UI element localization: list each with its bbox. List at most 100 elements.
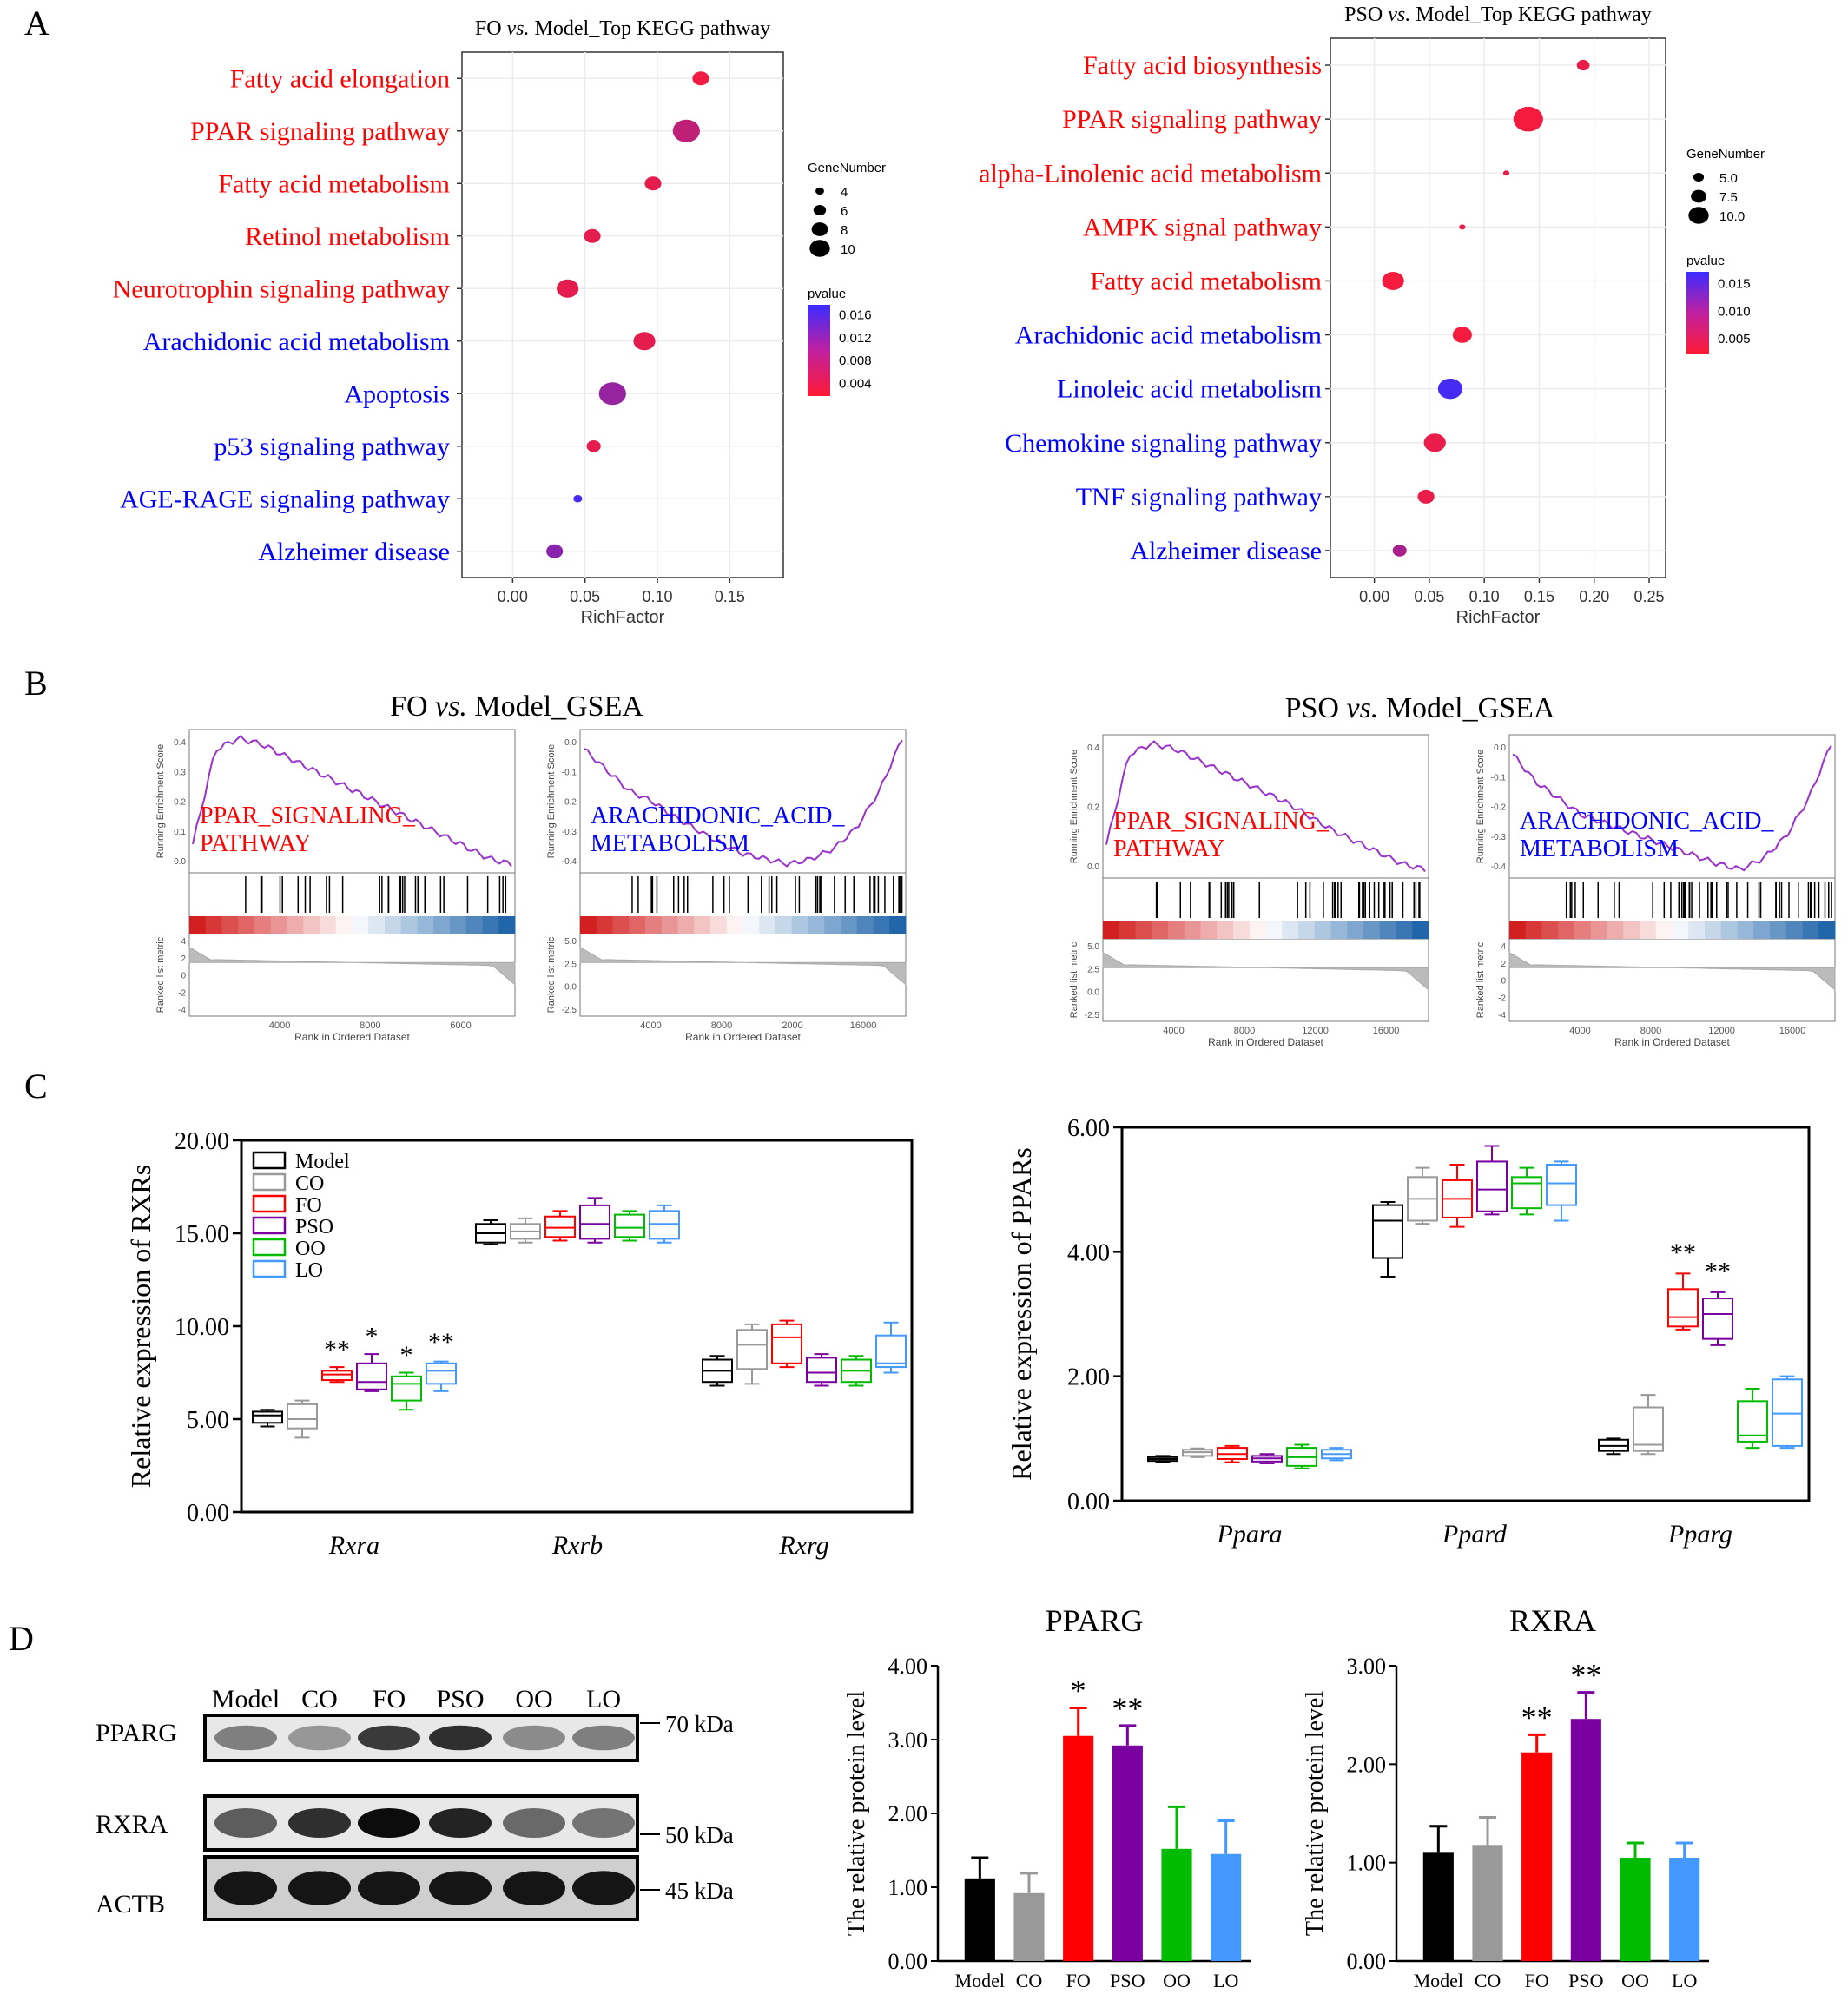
es-plot-area: [1508, 734, 1836, 879]
pathway-label: Linoleic acid metabolism: [1057, 375, 1322, 404]
pathway-dot: [557, 279, 579, 298]
heat-segment: [1217, 921, 1234, 939]
legend-size-dot: [815, 187, 824, 195]
y-tick-label: 2.00: [1067, 1364, 1110, 1391]
category-label: PSO: [1110, 1970, 1145, 1991]
legend-swatch: [252, 1151, 287, 1170]
heat-segment: [759, 916, 776, 934]
pathway-dot: [1576, 59, 1590, 71]
protein-band: [572, 1807, 635, 1839]
pathway-label: Alzheimer disease: [1130, 537, 1322, 565]
gsea-plot-fo-arachidonic: ARACHIDONIC_ACID_METABOLISM Running Enric…: [546, 729, 907, 1043]
bar: [1211, 1853, 1242, 1961]
category-label: PSO: [1568, 1970, 1603, 1991]
heat-segment: [238, 916, 255, 934]
metric-plot-area: [1508, 938, 1836, 1022]
heat-segment: [1590, 921, 1607, 939]
box-body: [1702, 1298, 1733, 1340]
protein-label: RXRA: [96, 1810, 168, 1839]
metric-tick-label: 5.0: [564, 937, 577, 947]
protein-band: [572, 1725, 635, 1751]
es-plot-area: [579, 729, 907, 874]
heat-segment: [1379, 921, 1396, 939]
heat-segment: [482, 916, 499, 934]
gsea-title-pso-part2: vs.: [1346, 692, 1378, 724]
pathway-label: PPAR signaling pathway: [190, 117, 450, 146]
x-axis-label: RichFactor: [1456, 608, 1541, 627]
metric-tick-label: 2: [1501, 960, 1506, 969]
y-tick-label: 3.00: [888, 1727, 928, 1753]
x-tick-label: 0.15: [715, 588, 745, 605]
es-tick-label: -0.2: [1491, 803, 1507, 813]
category-label: Model: [955, 1970, 1005, 1991]
plot-frame: [240, 1139, 914, 1514]
gsea-title-fo: FO vs. Model_GSEA: [390, 690, 644, 723]
x-tick-label: 16000: [1779, 1026, 1806, 1036]
box-body: [1476, 1160, 1508, 1212]
protein-band: [214, 1725, 277, 1751]
category-label: Ppara: [1217, 1520, 1283, 1549]
y-axis-label: The relative protein level: [843, 1691, 870, 1936]
metric-tick-label: 0: [1501, 977, 1506, 987]
legend-pvalue-label: 0.010: [1718, 304, 1751, 319]
heat-segment: [465, 916, 483, 934]
protein-band: [214, 1807, 277, 1839]
category-label: Model: [1414, 1970, 1463, 1991]
heat-segment: [1688, 921, 1706, 939]
pathway-label: Fatty acid biosynthesis: [1083, 51, 1322, 80]
barchart-pparg: PPARG 0.00 1.00 2.00 3.00 4.00 The relative pr…: [843, 1603, 1251, 1991]
panel-letter-c: C: [24, 1067, 48, 1106]
x-tick-label: 4000: [640, 1020, 661, 1031]
heat-segment: [1785, 921, 1803, 939]
es-tick-label: -0.3: [562, 828, 578, 837]
lane-label: CO: [301, 1685, 338, 1714]
x-tick-label: 0.00: [498, 588, 528, 605]
heat-segment: [1103, 921, 1120, 939]
bar: [1620, 1858, 1651, 1961]
protein-band: [214, 1871, 277, 1905]
significance-mark: **: [428, 1328, 454, 1357]
kegg-dotplot-fo: FO vs. Model_Top KEGG pathway 0.00 0.05 0.1…: [113, 17, 886, 627]
y-tick-label: 15.00: [175, 1221, 229, 1248]
pathway-label: Fatty acid metabolism: [1090, 267, 1322, 295]
x-axis-label: Rank in Ordered Dataset: [294, 1031, 410, 1043]
pathway-label: TNF signaling pathway: [1076, 483, 1322, 512]
gsea-pathway-line1: ARACHIDONIC_ACID_: [591, 802, 845, 829]
heat-segment: [1200, 921, 1218, 939]
metric-tick-label: -2: [1498, 994, 1506, 1003]
x-tick-label: 8000: [711, 1020, 732, 1031]
pathway-dot: [1437, 378, 1463, 400]
category-label: OO: [1163, 1970, 1191, 1991]
x-tick-label: 0.05: [570, 588, 600, 605]
metric-axis-label: Ranked list metric: [1475, 941, 1486, 1018]
pathway-dot: [1502, 170, 1510, 176]
chart-title: PPARG: [1046, 1603, 1144, 1638]
heat-segment: [450, 916, 467, 934]
protein-band: [288, 1807, 351, 1839]
pathway-label: PPAR signaling pathway: [1062, 105, 1322, 134]
category-label: LO: [1672, 1970, 1697, 1991]
es-tick-label: -0.4: [562, 857, 578, 867]
box-body: [806, 1357, 837, 1384]
significance-mark: **: [324, 1335, 350, 1364]
heat-segment: [1607, 921, 1624, 939]
significance-mark: **: [1570, 1658, 1601, 1693]
chart-title-part: vs.: [1388, 3, 1410, 26]
heat-segment: [1525, 921, 1542, 939]
es-curve: [1106, 740, 1426, 873]
metric-tick-label: 0: [181, 972, 186, 981]
heat-segment: [303, 916, 320, 934]
pathway-label: Alzheimer disease: [258, 538, 450, 566]
heat-segment: [400, 916, 418, 934]
heat-segment: [287, 916, 304, 934]
chart-title-part: Model_Top KEGG pathway: [1410, 3, 1652, 26]
significance-mark: **: [1705, 1258, 1731, 1286]
box-body: [391, 1375, 422, 1402]
heat-segment: [1298, 921, 1316, 939]
pathway-dot: [644, 176, 662, 191]
heat-segment: [808, 916, 825, 934]
chart-title: FO vs. Model_Top KEGG pathway: [475, 17, 770, 40]
heat-segment: [645, 916, 663, 934]
legend-pvalue-label: 0.016: [839, 308, 872, 323]
heat-segment: [661, 916, 678, 934]
